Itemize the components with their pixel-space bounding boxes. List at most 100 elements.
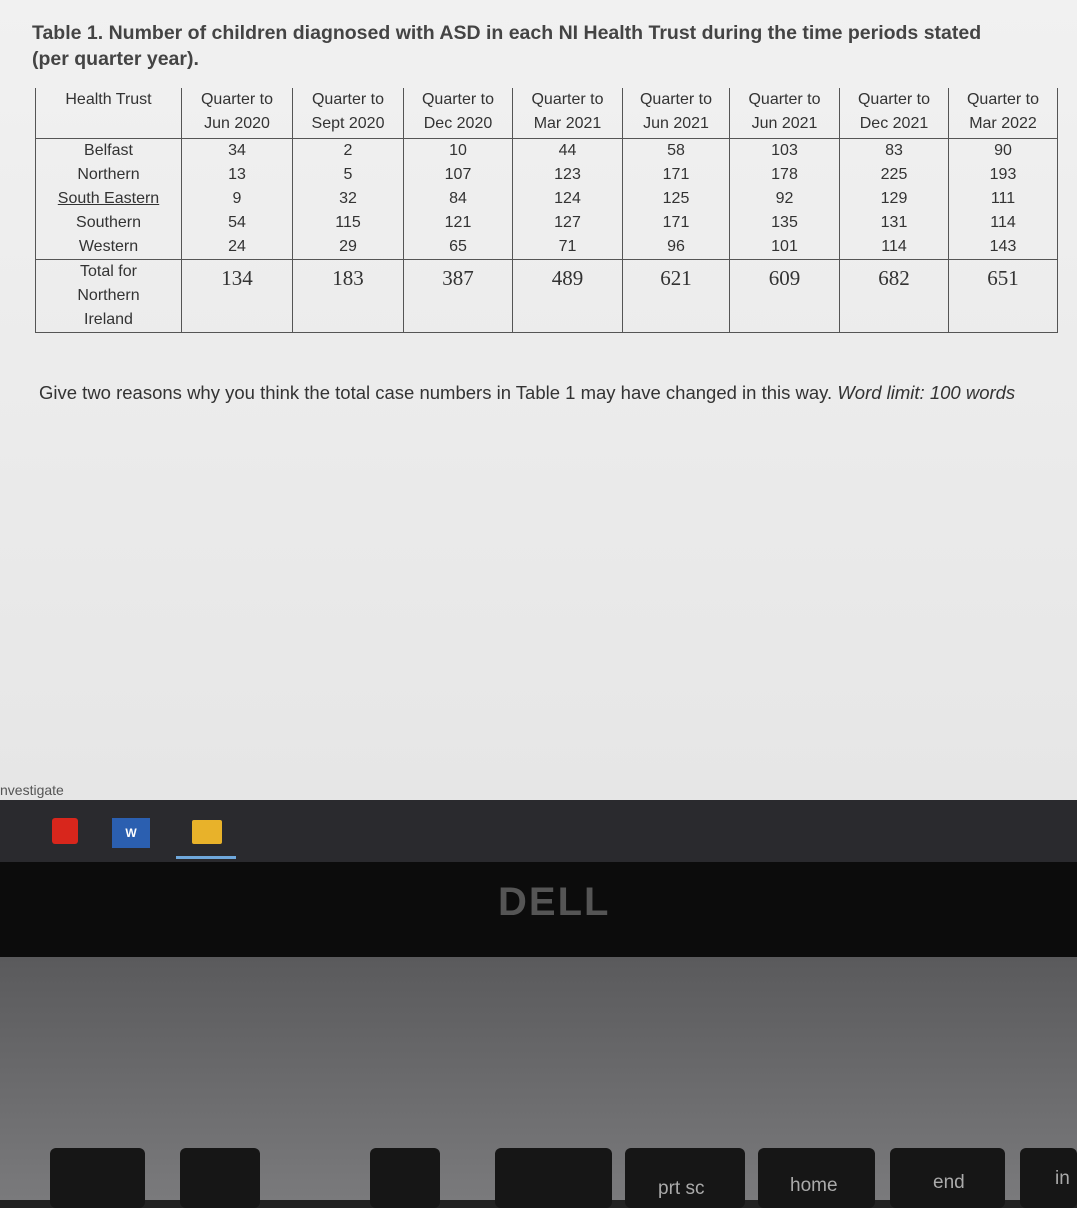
question: Give two reasons why you think the total… <box>39 380 1059 406</box>
table-title: Table 1. Number of children diagnosed wi… <box>32 20 981 72</box>
table-cell: 123 <box>512 163 623 187</box>
row-label: South Eastern <box>57 190 160 207</box>
header-line: Health Trust <box>65 91 152 108</box>
cell-value: 121 <box>444 214 472 231</box>
cell-value: 5 <box>343 166 353 183</box>
cell-value: 135 <box>771 214 798 231</box>
row-label: Belfast <box>84 142 133 159</box>
cell-value: 178 <box>771 166 798 183</box>
data-table: Health Trust Quarter to Jun 2020 Quarter to… <box>35 88 1058 333</box>
table-cell: 178 <box>729 163 840 187</box>
cell-value: 124 <box>554 190 581 207</box>
header-line: Quarter to <box>200 91 274 108</box>
table-cell: Northern <box>35 163 182 187</box>
key <box>50 1148 145 1208</box>
header-cell: Quarter to Mar 2021 <box>512 88 623 139</box>
cell-value: 125 <box>662 190 690 207</box>
header-line: Quarter to <box>639 91 713 108</box>
cell-value: 134 <box>221 266 253 290</box>
row-label: Ireland <box>84 311 133 328</box>
header-line: Mar 2021 <box>533 115 602 132</box>
table-cell: 65 <box>403 235 513 260</box>
header-cell: Quarter to Mar 2022 <box>948 88 1058 139</box>
cell-value: 387 <box>442 266 474 290</box>
cell-value: 115 <box>335 214 361 231</box>
table-cell: 90 <box>948 138 1058 163</box>
table-cell: 83 <box>839 138 949 163</box>
table-cell: 44 <box>512 138 623 163</box>
cell-value: 225 <box>880 166 908 183</box>
table-cell: 609 <box>729 259 840 333</box>
cell-value: 489 <box>551 266 584 290</box>
header-row: Health Trust Quarter to Jun 2020 Quarter to… <box>35 88 1058 139</box>
table-cell: South Eastern <box>35 187 182 211</box>
table-cell: 489 <box>512 259 623 333</box>
table-cell: 124 <box>512 187 623 211</box>
table-cell: 24 <box>181 235 293 260</box>
key-label: end <box>933 1172 965 1193</box>
header-cell: Quarter to Jun 2020 <box>181 88 293 139</box>
row-label: Northern <box>77 287 140 304</box>
key <box>625 1148 745 1208</box>
table-row: Northern 13 5 107 123 171 178 225 193 <box>35 163 1058 187</box>
taskbar: W <box>0 800 1077 862</box>
active-indicator <box>176 856 236 859</box>
key <box>495 1148 612 1208</box>
table-row: Belfast 34 2 10 44 58 103 83 90 <box>35 138 1058 163</box>
table-cell: Belfast <box>35 138 182 163</box>
header-cell: Quarter to Dec 2020 <box>403 88 513 139</box>
cell-value: 183 <box>332 266 364 290</box>
cell-value: 107 <box>444 166 472 183</box>
folder-icon[interactable] <box>192 820 222 844</box>
table-cell: 121 <box>403 211 513 235</box>
header-line: Quarter to <box>311 91 385 108</box>
table-cell: 111 <box>948 187 1058 211</box>
table-cell: 115 <box>292 211 404 235</box>
cell-value: 65 <box>449 238 467 255</box>
table-cell: 103 <box>729 138 840 163</box>
cell-value: 114 <box>881 238 907 255</box>
search-hint: nvestigate <box>0 782 64 798</box>
table-cell: 114 <box>948 211 1058 235</box>
table-cell: 621 <box>622 259 730 333</box>
header-cell: Quarter to Sept 2020 <box>292 88 404 139</box>
cell-value: 9 <box>232 190 242 207</box>
key <box>758 1148 875 1208</box>
header-cell: Quarter to Dec 2021 <box>839 88 949 139</box>
table-cell: 32 <box>292 187 404 211</box>
cell-value: 32 <box>339 190 357 207</box>
header-line: Quarter to <box>966 91 1040 108</box>
table-cell: 9 <box>181 187 293 211</box>
table-cell: 225 <box>839 163 949 187</box>
table-cell: 54 <box>181 211 293 235</box>
key-label: prt sc <box>658 1178 705 1199</box>
table-cell: 10 <box>403 138 513 163</box>
header-line: Quarter to <box>531 91 604 108</box>
header-line: Quarter to <box>857 91 931 108</box>
key-label: home <box>790 1175 838 1196</box>
cell-value: 13 <box>228 166 246 183</box>
key <box>370 1148 440 1208</box>
table-cell: 135 <box>729 211 840 235</box>
table-cell: 183 <box>292 259 404 333</box>
table-cell: Western <box>35 235 182 260</box>
word-icon[interactable]: W <box>112 818 150 848</box>
cell-value: 58 <box>667 142 685 159</box>
cell-value: 71 <box>558 238 577 255</box>
table-cell: 134 <box>181 259 293 333</box>
row-label: Total for <box>80 263 137 280</box>
table-cell: 84 <box>403 187 513 211</box>
question-text: Give two reasons why you think the total… <box>39 382 833 403</box>
table-cell: 114 <box>839 235 949 260</box>
row-label: Southern <box>76 214 141 231</box>
table-cell: 143 <box>948 235 1058 260</box>
table-cell: 58 <box>622 138 730 163</box>
table-row: Southern 54 115 121 127 171 135 131 114 <box>35 211 1058 235</box>
cell-value: 101 <box>771 238 798 255</box>
table-cell: 127 <box>512 211 623 235</box>
header-line: Quarter to <box>421 91 495 108</box>
brand-logo: DELL <box>498 880 611 924</box>
pdf-icon[interactable] <box>52 818 78 844</box>
header-line: Jun 2021 <box>643 115 709 132</box>
